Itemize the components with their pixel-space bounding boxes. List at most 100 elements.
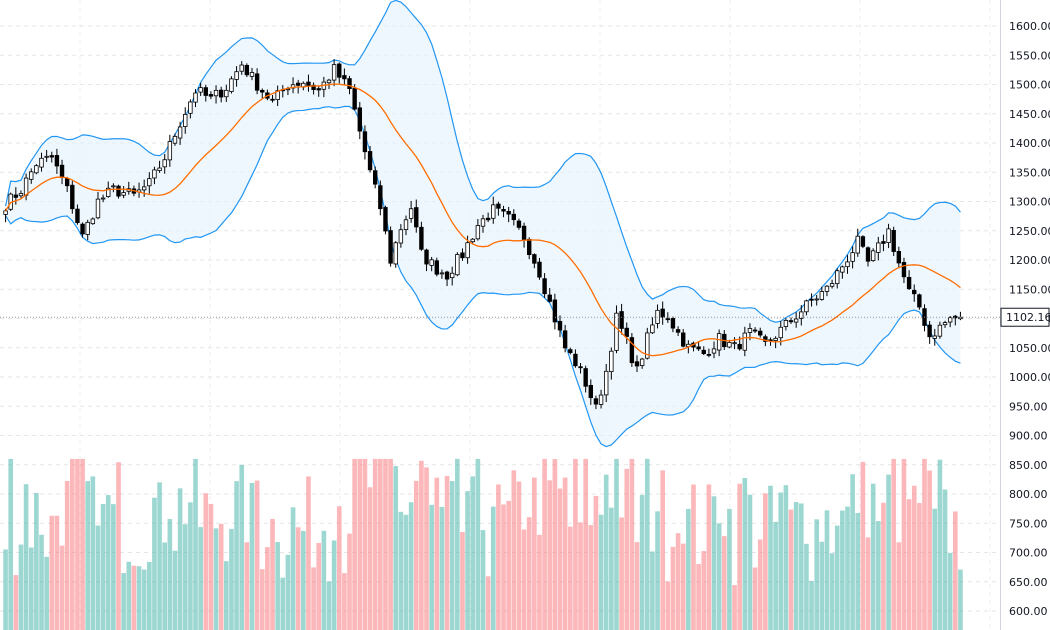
volume-bar <box>809 580 814 630</box>
candle <box>80 222 85 238</box>
volume-bar <box>460 531 465 630</box>
volume-bar <box>208 503 214 630</box>
volume-bar <box>747 494 753 630</box>
candle <box>665 312 671 323</box>
volume-bar <box>398 511 404 630</box>
candle-body <box>819 291 825 300</box>
candle <box>460 248 465 261</box>
candle <box>29 168 34 184</box>
volume-bar <box>75 458 80 630</box>
candle <box>480 214 486 233</box>
candlestick-series <box>3 59 963 410</box>
candle-body <box>901 262 907 278</box>
candle <box>824 285 830 297</box>
candle-body <box>34 165 39 174</box>
volume-bar <box>814 519 819 630</box>
candle <box>752 327 758 334</box>
candle-body <box>506 210 511 215</box>
candle-body <box>244 64 250 76</box>
volume-bar <box>896 542 902 630</box>
volume-bar <box>188 502 193 630</box>
candle-body <box>44 155 49 158</box>
candle-body <box>665 318 671 321</box>
candle-body <box>496 203 501 209</box>
volume-bar <box>819 541 825 630</box>
candle <box>758 327 763 338</box>
candle-body <box>424 249 429 265</box>
volume-bar <box>362 458 368 630</box>
volume-bar <box>342 573 347 630</box>
candle <box>619 303 624 335</box>
volume-bar <box>901 458 907 630</box>
last-price-label: 1102.16 <box>1006 311 1050 324</box>
volume-bar <box>193 458 198 630</box>
candle-body <box>444 271 450 280</box>
candle-body <box>342 75 347 80</box>
candle <box>198 82 203 96</box>
candle <box>742 326 748 357</box>
volume-bar <box>480 530 486 630</box>
candle-body <box>121 192 126 196</box>
y-tick-label: 1600.00 <box>1009 20 1050 33</box>
candle-body <box>634 361 640 367</box>
candle-body <box>783 320 789 327</box>
y-tick-label: 850.00 <box>1009 459 1048 472</box>
candle <box>639 357 645 369</box>
candle-body <box>696 346 701 350</box>
candle <box>383 205 388 235</box>
candle <box>681 329 686 348</box>
candle-body <box>829 283 835 287</box>
volume-bar <box>372 458 378 630</box>
candle <box>49 151 54 163</box>
candle <box>701 346 706 356</box>
volume-bar <box>532 477 537 630</box>
volume-bar <box>429 504 434 630</box>
candle <box>111 183 116 193</box>
candle <box>706 348 712 358</box>
candle-body <box>306 81 311 86</box>
volume-bar <box>609 507 614 630</box>
last-price-marker: 1102.16 <box>0 307 1050 327</box>
candle-body <box>917 294 922 308</box>
candle <box>716 329 722 357</box>
candle <box>537 257 542 280</box>
candle <box>583 365 588 393</box>
price-axis[interactable]: 1600.00 1550.00 1500.00 1450.00 1400.00 1350.… <box>1000 0 1050 630</box>
candle-body <box>218 89 224 98</box>
y-tick-label: 1500.00 <box>1009 79 1050 92</box>
volume-bar <box>732 585 737 630</box>
candle <box>260 88 265 100</box>
candle <box>167 134 173 167</box>
candle <box>922 304 927 332</box>
candle <box>177 121 183 145</box>
candle-body <box>763 336 768 342</box>
volume-bar <box>629 458 635 630</box>
candle <box>183 107 188 134</box>
candle <box>547 287 552 303</box>
candle-body <box>670 318 676 329</box>
candle-body <box>542 278 547 295</box>
volume-bar <box>100 504 106 630</box>
volume-bar <box>496 484 501 630</box>
volume-bar <box>434 477 440 630</box>
volume-bar <box>680 543 686 630</box>
candle <box>521 222 527 248</box>
volume-bar <box>111 504 116 630</box>
candle <box>614 305 619 354</box>
candle <box>326 78 332 90</box>
candle-body <box>716 333 722 351</box>
candle-body <box>855 235 860 254</box>
candle <box>362 125 368 160</box>
candle-body <box>845 261 850 268</box>
volume-bar <box>408 502 414 630</box>
volume-bar <box>172 550 178 630</box>
candle-body <box>3 210 8 215</box>
candle-body <box>491 204 496 219</box>
candle <box>675 326 681 337</box>
candle-body <box>455 254 460 276</box>
volume-bar <box>911 485 917 630</box>
volume-bar <box>23 484 29 630</box>
y-tick-label: 1300.00 <box>1009 196 1050 209</box>
candle <box>229 76 234 94</box>
